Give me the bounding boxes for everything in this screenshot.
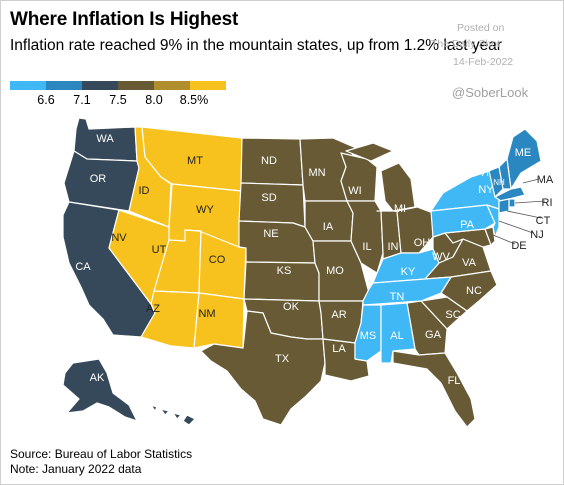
legend-swatch-6 [190, 81, 226, 90]
legend: 6.6 7.1 7.5 8.0 8.5% [10, 81, 226, 109]
state-label-tx: TX [275, 353, 290, 365]
watermark-handle: @SoberLook [452, 85, 529, 100]
state-label-ne: NE [263, 228, 278, 240]
chart-title: Where Inflation Is Highest [10, 9, 239, 30]
label-leader-line [492, 234, 516, 245]
legend-label-2: 7.1 [73, 93, 91, 107]
state-label-mt: MT [187, 155, 203, 167]
state-sd [238, 182, 306, 228]
state-nm [193, 292, 245, 349]
legend-color-bar [10, 81, 226, 90]
legend-swatch-1 [10, 81, 46, 90]
legend-swatch-3 [82, 81, 118, 90]
state-label-ct: CT [536, 215, 551, 227]
state-ri [508, 198, 516, 208]
state-label-ms: MS [360, 330, 377, 342]
state-label-va: VA [462, 257, 477, 269]
legend-labels: 6.6 7.1 7.5 8.0 8.5% [10, 93, 226, 109]
state-label-in: IN [388, 241, 399, 253]
state-label-il: IL [362, 241, 371, 253]
state-label-nc: NC [466, 285, 482, 297]
state-label-ri: RI [542, 197, 553, 209]
label-leader-line [498, 220, 534, 234]
state-label-nj: NJ [530, 229, 543, 241]
state-fl [392, 350, 476, 428]
state-label-oh: OH [414, 237, 431, 249]
state-label-mo: MO [326, 265, 344, 277]
state-label-id: ID [139, 185, 150, 197]
state-ak [62, 358, 138, 422]
state-label-co: CO [209, 254, 226, 266]
state-label-me: ME [515, 147, 532, 159]
state-al [380, 302, 416, 364]
watermark-posted: Posted on [457, 22, 505, 34]
chart-subtitle: Inflation rate reached 9% in the mountai… [10, 37, 502, 54]
watermark-site: The Daily Shot [431, 38, 500, 50]
label-leader-line [514, 200, 546, 204]
watermark-date: 14-Feb-2022 [453, 56, 514, 68]
state-label-fl: FL [448, 375, 461, 387]
state-ct [498, 198, 510, 214]
state-tx [200, 310, 326, 426]
legend-label-5: 8.5% [179, 93, 209, 107]
legend-label-1: 6.6 [37, 93, 55, 107]
state-hi [150, 404, 196, 426]
state-label-ma: MA [537, 174, 554, 186]
state-label-de: DE [511, 240, 526, 252]
state-label-pa: PA [460, 219, 475, 231]
state-label-az: AZ [146, 303, 160, 315]
state-label-wa: WA [96, 133, 114, 145]
state-de [484, 226, 496, 246]
label-leader-line [522, 178, 540, 184]
state-label-mi: MI [394, 203, 406, 215]
state-label-la: LA [332, 343, 346, 355]
state-label-wv: WV [432, 251, 450, 263]
state-label-ky: KY [401, 266, 416, 278]
state-vt [488, 166, 504, 198]
state-label-ks: KS [277, 265, 292, 277]
state-tn [362, 276, 452, 306]
state-label-ut: UT [152, 244, 167, 256]
state-label-nm: NM [198, 308, 215, 320]
state-me [506, 128, 542, 190]
legend-swatch-2 [46, 81, 82, 90]
state-label-ny: NY [478, 184, 494, 196]
state-label-ok: OK [283, 301, 300, 313]
state-label-ak: AK [90, 372, 105, 384]
data-note: Note: January 2022 data [10, 462, 142, 476]
state-label-wy: WY [196, 204, 214, 216]
state-label-sd: SD [261, 192, 276, 204]
state-label-or: OR [90, 173, 107, 185]
state-label-sc: SC [445, 309, 460, 321]
state-label-ia: IA [323, 221, 334, 233]
state-label-al: AL [390, 330, 403, 342]
state-label-nh: NH [493, 178, 505, 187]
legend-swatch-5 [154, 81, 190, 90]
state-label-ga: GA [425, 329, 442, 341]
source-note: Source: Bureau of Labor Statistics [10, 447, 193, 461]
legend-label-3: 7.5 [109, 93, 127, 107]
state-label-ar: AR [331, 309, 346, 321]
state-label-vt: VT [480, 169, 490, 178]
state-label-mn: MN [308, 167, 325, 179]
legend-label-4: 8.0 [145, 93, 163, 107]
legend-swatch-4 [118, 81, 154, 90]
state-label-nv: NV [111, 232, 127, 244]
label-leader-line [506, 210, 542, 219]
state-label-nd: ND [261, 155, 277, 167]
state-label-ca: CA [75, 261, 91, 273]
state-label-wi: WI [348, 185, 361, 197]
state-label-tn: TN [390, 291, 405, 303]
